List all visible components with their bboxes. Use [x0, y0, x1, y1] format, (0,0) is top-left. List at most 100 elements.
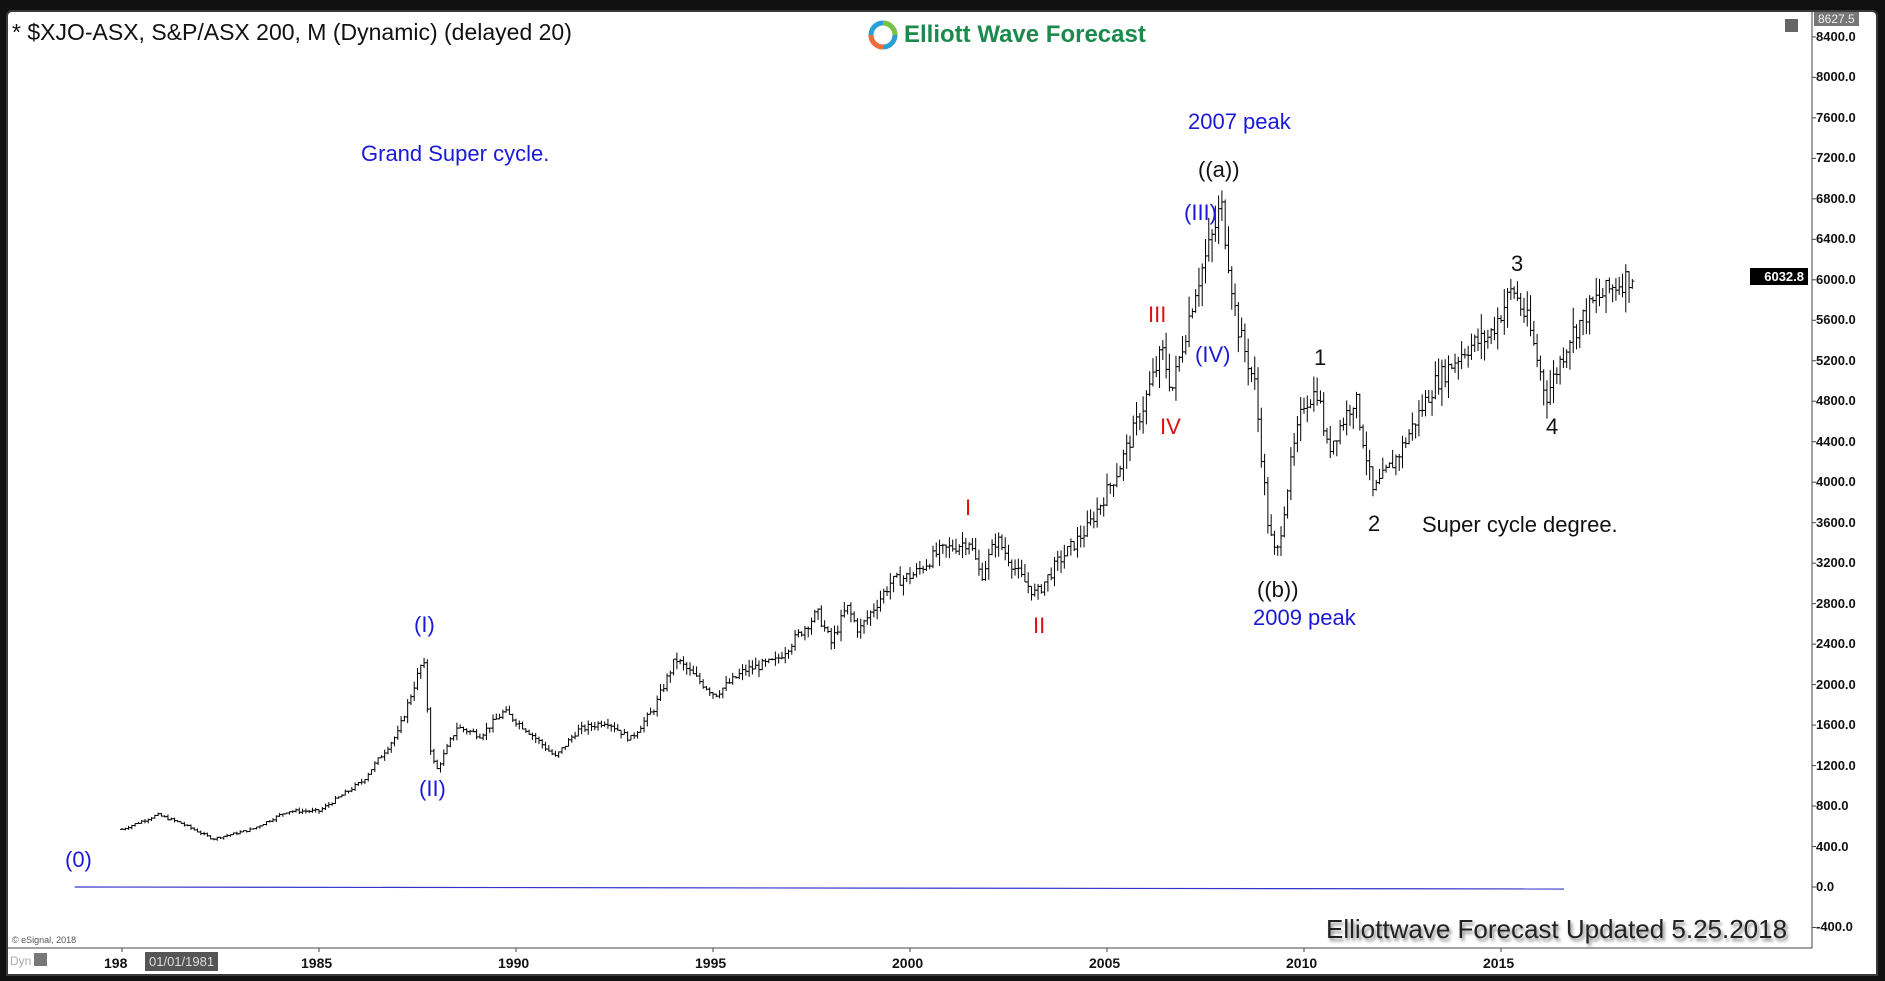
price-bar	[1082, 525, 1087, 548]
price-bar	[839, 609, 844, 642]
wave-label: 1	[1314, 345, 1327, 370]
price-bar	[294, 808, 299, 813]
price-bar	[435, 759, 440, 770]
price-bar	[1233, 283, 1238, 317]
y-tick-label: -400.0	[1816, 919, 1853, 935]
price-bar	[1620, 273, 1625, 298]
price-bar	[976, 549, 981, 576]
price-bar	[1249, 366, 1254, 383]
price-bar	[1462, 348, 1467, 359]
price-bar	[1403, 437, 1408, 449]
price-bar	[930, 545, 935, 569]
price-bar	[579, 721, 584, 735]
price-bar	[783, 647, 788, 664]
price-bar	[1430, 390, 1435, 416]
price-bar	[576, 724, 581, 737]
price-bar	[1479, 314, 1484, 359]
wave-label: (0)	[65, 847, 92, 872]
price-bar	[868, 610, 873, 626]
price-bar	[707, 687, 712, 697]
price-bar	[1374, 479, 1379, 491]
price-bar	[517, 720, 522, 730]
lock-icon[interactable]	[34, 953, 47, 966]
x-tick-label: 2000	[892, 955, 924, 971]
price-bar	[1134, 401, 1139, 436]
price-bar	[1127, 435, 1132, 462]
price-bar	[412, 681, 417, 701]
price-bar	[1055, 550, 1060, 571]
price-bar	[789, 643, 794, 655]
price-bar	[1196, 267, 1201, 307]
price-bar	[1443, 359, 1448, 388]
price-bar	[763, 658, 768, 667]
price-bar	[1331, 440, 1336, 455]
price-bar	[894, 572, 899, 578]
y-tick-label: 800.0	[1816, 798, 1849, 814]
price-bar	[720, 687, 725, 699]
price-bar	[520, 721, 525, 730]
price-bar	[996, 532, 1001, 557]
wave-label: ((b))	[1257, 577, 1299, 602]
price-bar	[714, 693, 719, 698]
price-bar	[1118, 465, 1123, 478]
price-bar	[1164, 332, 1169, 379]
wave-label: IV	[1160, 414, 1181, 439]
price-bar	[950, 539, 955, 552]
wave-label: Grand Super cycle.	[361, 141, 550, 166]
price-bar	[842, 601, 847, 618]
price-bar	[796, 629, 801, 638]
price-bar	[724, 675, 729, 692]
price-bar	[1416, 400, 1421, 437]
price-bar	[1292, 433, 1297, 466]
price-bar	[425, 659, 430, 713]
price-bar	[862, 619, 867, 634]
price-bar	[1022, 563, 1027, 583]
price-bar	[1200, 263, 1205, 307]
price-bar	[514, 718, 518, 727]
price-bar	[1279, 526, 1284, 557]
wave-label: (II)	[419, 776, 446, 801]
price-bar	[934, 542, 939, 558]
price-bar	[944, 544, 949, 558]
y-tick-label: 3200.0	[1816, 555, 1856, 571]
price-bar	[510, 713, 515, 722]
price-bar	[559, 747, 564, 754]
price-bar	[1003, 537, 1008, 561]
price-bar	[1160, 340, 1165, 360]
price-bar	[1423, 390, 1428, 417]
y-tick-label: 1200.0	[1816, 757, 1856, 773]
price-bar	[1246, 338, 1251, 386]
dynamic-label: Dyn	[10, 954, 32, 968]
x-tick-label: 1990	[498, 955, 530, 971]
restore-window-icon[interactable]	[1785, 19, 1798, 32]
price-bar	[1262, 453, 1267, 496]
price-bar	[1259, 407, 1264, 468]
price-bar	[1190, 308, 1195, 319]
price-bar	[1492, 316, 1497, 341]
wave-label: 2	[1368, 511, 1381, 536]
price-bar	[1105, 473, 1109, 507]
x-tick-label: 2010	[1286, 955, 1318, 971]
price-bar	[914, 563, 919, 578]
price-bar	[668, 670, 673, 683]
price-bar	[855, 618, 860, 638]
price-bar	[418, 664, 423, 679]
price-bar	[1351, 407, 1356, 429]
price-bar	[799, 631, 804, 637]
price-bar	[605, 718, 610, 729]
date-tooltip: 01/01/1981	[145, 952, 219, 971]
y-tick-label: 3600.0	[1816, 514, 1856, 530]
price-bar	[747, 659, 752, 677]
y-tick-label: 6800.0	[1816, 190, 1856, 206]
x-tick-label: 198	[104, 955, 128, 971]
price-bar	[297, 807, 302, 814]
price-bar	[1364, 431, 1369, 476]
price-bar	[1223, 199, 1228, 250]
price-bar	[1157, 346, 1162, 389]
y-tick-label: 4400.0	[1816, 433, 1856, 449]
price-bar	[1091, 511, 1096, 529]
price-bar	[753, 657, 758, 670]
price-bar	[990, 539, 995, 556]
price-bar	[569, 734, 574, 743]
